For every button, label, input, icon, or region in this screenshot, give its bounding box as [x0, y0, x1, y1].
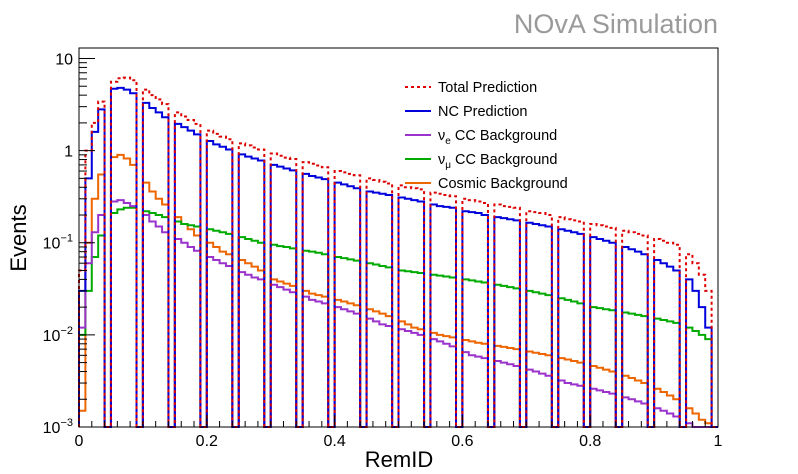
- y-tick-label: 10−1: [43, 233, 73, 253]
- x-tick-label: 0.4: [323, 433, 345, 450]
- x-axis-title: RemID: [365, 447, 433, 472]
- y-tick-label: 1: [64, 144, 73, 161]
- legend-label: NC Prediction: [438, 104, 527, 120]
- y-tick-label: 10−3: [43, 417, 73, 437]
- y-tick-label: 10: [55, 51, 73, 68]
- x-tick-label: 1: [714, 433, 723, 450]
- legend-label: νe CC Background: [438, 128, 557, 147]
- legend: Total Prediction NC Prediction νe CC Backg…: [405, 80, 568, 192]
- ticks-layer: 0 0.2 0.4 0.6 0.8 1 10−3 10−2 10−1 1 10: [43, 51, 723, 450]
- legend-label: Total Prediction: [438, 80, 537, 96]
- x-tick-label: 0.6: [451, 433, 473, 450]
- legend-label: Cosmic Background: [438, 176, 568, 192]
- y-axis-title: Events: [6, 204, 31, 271]
- y-tick-label: 10−2: [43, 325, 73, 345]
- watermark: NOvA Simulation: [514, 9, 718, 39]
- series-layer: [78, 76, 718, 428]
- x-tick-label: 0.8: [579, 433, 601, 450]
- legend-label: νμ CC Background: [438, 152, 557, 171]
- x-tick-label: 0.2: [196, 433, 218, 450]
- x-tick-label: 0: [75, 433, 84, 450]
